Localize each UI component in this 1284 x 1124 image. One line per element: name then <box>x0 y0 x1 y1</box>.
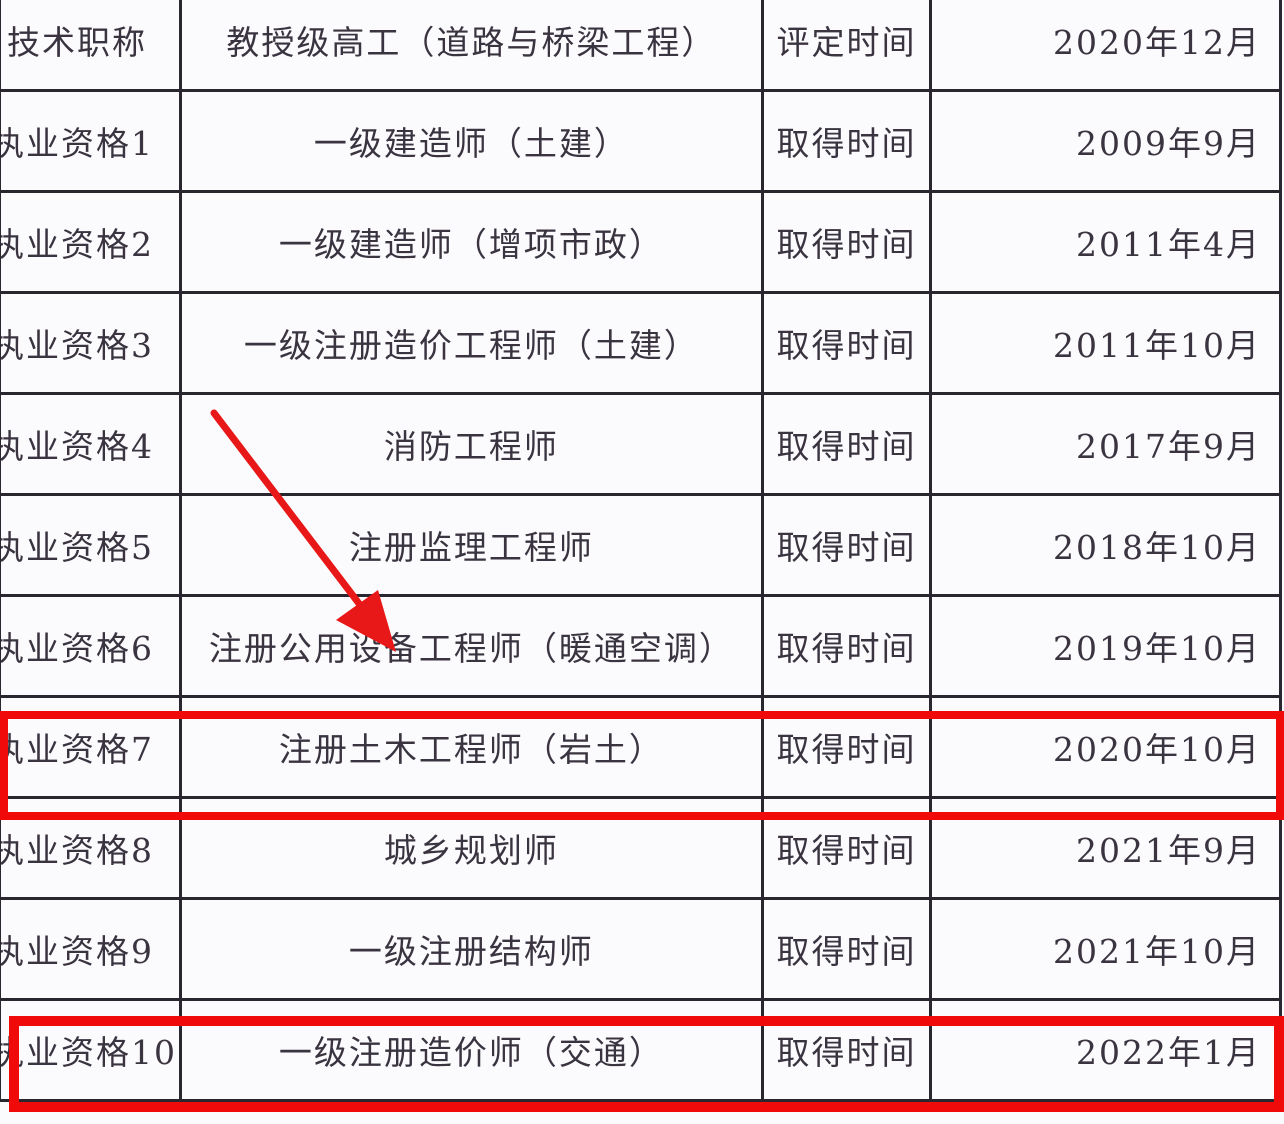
date-value: 2021年10月 <box>1053 932 1261 971</box>
time-label: 评定时间 <box>776 23 917 62</box>
table-row: 执业资格3 一级注册造价工程师（土建） 取得时间 2011年10月 <box>0 291 1283 395</box>
time-label-cell: 评定时间 <box>761 0 932 92</box>
qualification-name: 城乡规划师 <box>383 831 559 870</box>
date-value: 2011年10月 <box>1053 326 1261 365</box>
date-value-cell: 2022年1月 <box>928 998 1283 1102</box>
time-label-cell: 取得时间 <box>761 89 932 193</box>
date-value: 2021年9月 <box>1076 831 1261 870</box>
arrow-shaft <box>210 409 374 622</box>
table-row: 执业资格1 一级建造师（土建） 取得时间 2009年9月 <box>0 89 1283 193</box>
row-label: 执业资格5 <box>0 528 154 567</box>
date-value: 2011年4月 <box>1076 225 1261 264</box>
qualification-name-cell: 一级注册造价师（交通） <box>178 998 765 1102</box>
table-row: 执业资格4 消防工程师 取得时间 2017年9月 <box>0 392 1283 496</box>
date-value: 2020年12月 <box>1053 23 1261 62</box>
row-label-cell: 执业资格5 <box>0 493 182 597</box>
row-label: 执业资格9 <box>0 932 154 971</box>
time-label: 取得时间 <box>776 932 917 971</box>
qualification-name: 注册土木工程师（岩土） <box>278 730 664 769</box>
date-value-cell: 2009年9月 <box>928 89 1283 193</box>
qualification-name-cell: 消防工程师 <box>178 392 765 496</box>
time-label-cell: 取得时间 <box>761 897 932 1001</box>
time-label: 取得时间 <box>776 1033 917 1072</box>
time-label: 取得时间 <box>776 528 917 567</box>
time-label: 取得时间 <box>776 225 917 264</box>
qualification-name-cell: 一级建造师（土建） <box>178 89 765 193</box>
date-value-cell: 2020年12月 <box>928 0 1283 92</box>
row-label-cell: 执业资格1 <box>0 89 182 193</box>
qualification-name: 注册监理工程师 <box>348 528 594 567</box>
qualification-name-cell: 一级注册结构师 <box>178 897 765 1001</box>
qualification-name: 一级注册造价师（交通） <box>278 1033 664 1072</box>
row-label-cell: 执业资格6 <box>0 594 182 698</box>
date-value-cell: 2017年9月 <box>928 392 1283 496</box>
qualification-name-cell: 一级注册造价工程师（土建） <box>178 291 765 395</box>
row-label: 技术职称 <box>7 23 147 62</box>
table-row: 执业资格6 注册公用设备工程师（暖通空调） 取得时间 2019年10月 <box>0 594 1283 698</box>
time-label: 取得时间 <box>776 326 917 365</box>
table-row: 执业资格9 一级注册结构师 取得时间 2021年10月 <box>0 897 1283 1001</box>
time-label: 取得时间 <box>776 730 917 769</box>
table-row: 技术职称 教授级高工（道路与桥梁工程） 评定时间 2020年12月 <box>0 0 1283 92</box>
date-value: 2009年9月 <box>1076 124 1261 163</box>
row-label: 执业资格10 <box>0 1033 177 1072</box>
date-value: 2017年9月 <box>1076 427 1261 466</box>
table-row: 执业资格10 一级注册造价师（交通） 取得时间 2022年1月 <box>0 998 1283 1102</box>
date-value: 2020年10月 <box>1053 730 1261 769</box>
qualification-name-cell: 教授级高工（道路与桥梁工程） <box>178 0 765 92</box>
time-label-cell: 取得时间 <box>761 190 932 294</box>
date-value-cell: 2011年4月 <box>928 190 1283 294</box>
date-value-cell: 2011年10月 <box>928 291 1283 395</box>
time-label: 取得时间 <box>776 831 917 870</box>
qualification-name: 一级建造师（增项市政） <box>278 225 664 264</box>
qualification-table: 技术职称 教授级高工（道路与桥梁工程） 评定时间 2020年12月执业资格1 一级建造师… <box>0 0 1283 1102</box>
qualification-name-cell: 一级建造师（增项市政） <box>178 190 765 294</box>
row-label-cell: 执业资格4 <box>0 392 182 496</box>
qualification-name-cell: 注册公用设备工程师（暖通空调） <box>178 594 765 698</box>
row-label: 执业资格7 <box>0 730 154 769</box>
qualification-name: 注册公用设备工程师（暖通空调） <box>208 629 734 668</box>
qualification-name-cell: 注册监理工程师 <box>178 493 765 597</box>
date-value: 2018年10月 <box>1053 528 1261 567</box>
qualification-name: 一级注册结构师 <box>348 932 594 971</box>
row-label-cell: 执业资格9 <box>0 897 182 1001</box>
date-value: 2022年1月 <box>1076 1033 1261 1072</box>
row-label: 执业资格2 <box>0 225 154 264</box>
qualification-name: 消防工程师 <box>383 427 559 466</box>
date-value-cell: 2018年10月 <box>928 493 1283 597</box>
time-label-cell: 取得时间 <box>761 594 932 698</box>
time-label: 取得时间 <box>776 124 917 163</box>
date-value: 2019年10月 <box>1053 629 1261 668</box>
qualification-name: 一级注册造价工程师（土建） <box>243 326 699 365</box>
row-label-cell: 执业资格10 <box>0 998 182 1102</box>
row-label: 执业资格3 <box>0 326 154 365</box>
row-label-cell: 技术职称 <box>0 0 182 92</box>
row-label: 执业资格8 <box>0 831 154 870</box>
time-label-cell: 取得时间 <box>761 291 932 395</box>
table-row: 执业资格2 一级建造师（增项市政） 取得时间 2011年4月 <box>0 190 1283 294</box>
qualification-name: 一级建造师（土建） <box>313 124 629 163</box>
qualification-name: 教授级高工（道路与桥梁工程） <box>226 23 717 62</box>
arrow-head-icon <box>336 590 396 652</box>
time-label: 取得时间 <box>776 427 917 466</box>
date-value-cell: 2019年10月 <box>928 594 1283 698</box>
row-label-cell: 执业资格3 <box>0 291 182 395</box>
time-label-cell: 取得时间 <box>761 392 932 496</box>
date-value-cell: 2021年10月 <box>928 897 1283 1001</box>
time-label-cell: 取得时间 <box>761 998 932 1102</box>
row-label-cell: 执业资格2 <box>0 190 182 294</box>
row-label: 执业资格4 <box>0 427 154 466</box>
time-label: 取得时间 <box>776 629 917 668</box>
table-row: 执业资格5 注册监理工程师 取得时间 2018年10月 <box>0 493 1283 597</box>
time-label-cell: 取得时间 <box>761 493 932 597</box>
row-label: 执业资格6 <box>0 629 154 668</box>
row-label: 执业资格1 <box>0 124 154 163</box>
